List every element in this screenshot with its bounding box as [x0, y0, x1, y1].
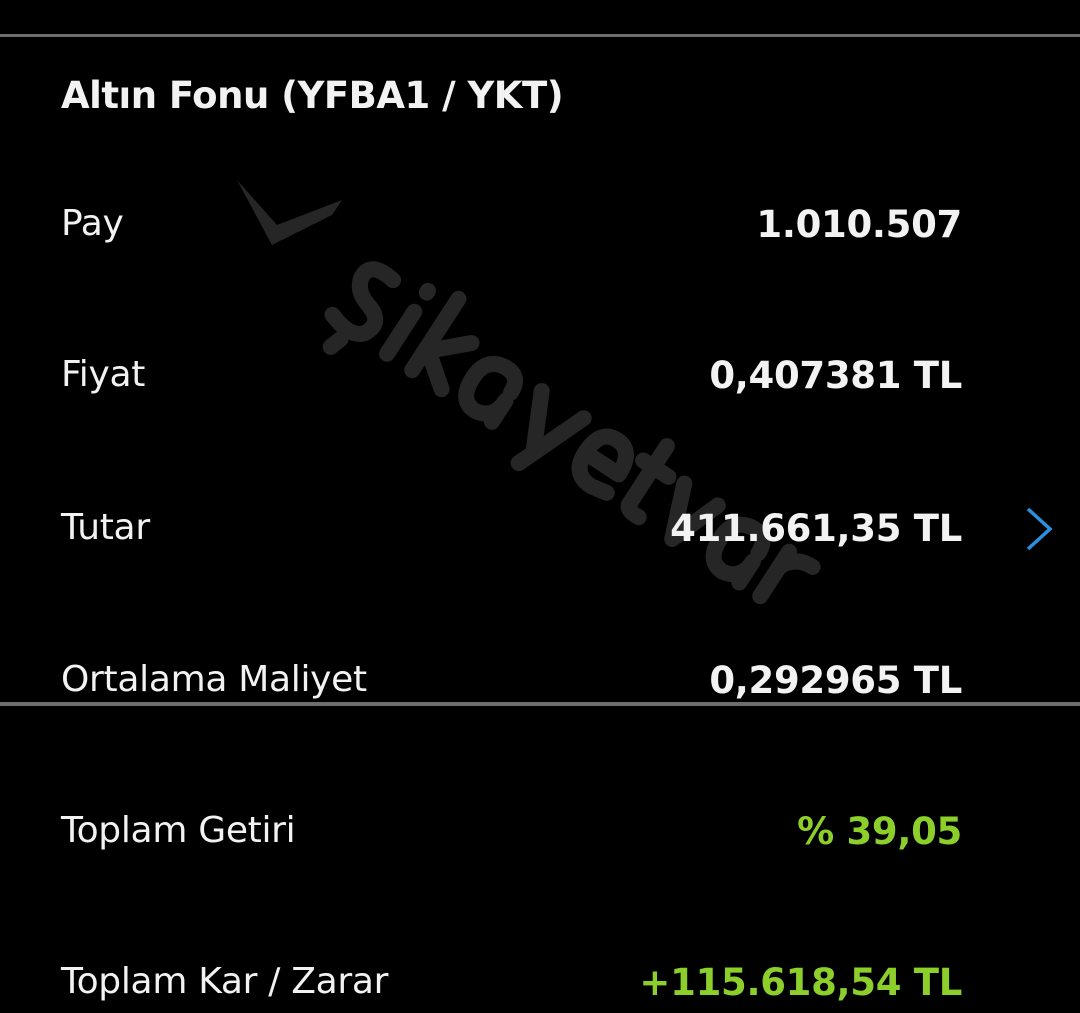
top-divider	[0, 34, 1080, 37]
fund-title: Altın Fonu (YFBA1 / YKT)	[61, 74, 564, 117]
row-value: 411.661,35 TL	[670, 507, 962, 550]
row-value: 1.010.507	[756, 203, 962, 246]
row-toplam-getiri: Toplam Getiri % 39,05	[0, 802, 1080, 862]
row-label: Ortalama Maliyet	[61, 659, 367, 700]
row-label: Toplam Kar / Zarar	[61, 961, 389, 1002]
row-label: Pay	[61, 203, 124, 244]
row-tutar[interactable]: Tutar 411.661,35 TL	[0, 499, 1080, 559]
bottom-divider	[0, 702, 1080, 706]
row-fiyat: Fiyat 0,407381 TL	[0, 346, 1080, 406]
row-toplam-kar-zarar: Toplam Kar / Zarar +115.618,54 TL	[0, 953, 1080, 1013]
row-value: 0,292965 TL	[709, 659, 962, 702]
row-pay: Pay 1.010.507	[0, 195, 1080, 255]
chevron-right-icon[interactable]	[1020, 505, 1060, 553]
row-value-positive: +115.618,54 TL	[639, 961, 962, 1004]
row-ortalama-maliyet: Ortalama Maliyet 0,292965 TL	[0, 651, 1080, 711]
row-label: Toplam Getiri	[61, 810, 296, 851]
row-label: Fiyat	[61, 354, 146, 395]
row-value: 0,407381 TL	[709, 354, 962, 397]
row-value-positive: % 39,05	[797, 810, 962, 853]
row-label: Tutar	[61, 507, 150, 548]
